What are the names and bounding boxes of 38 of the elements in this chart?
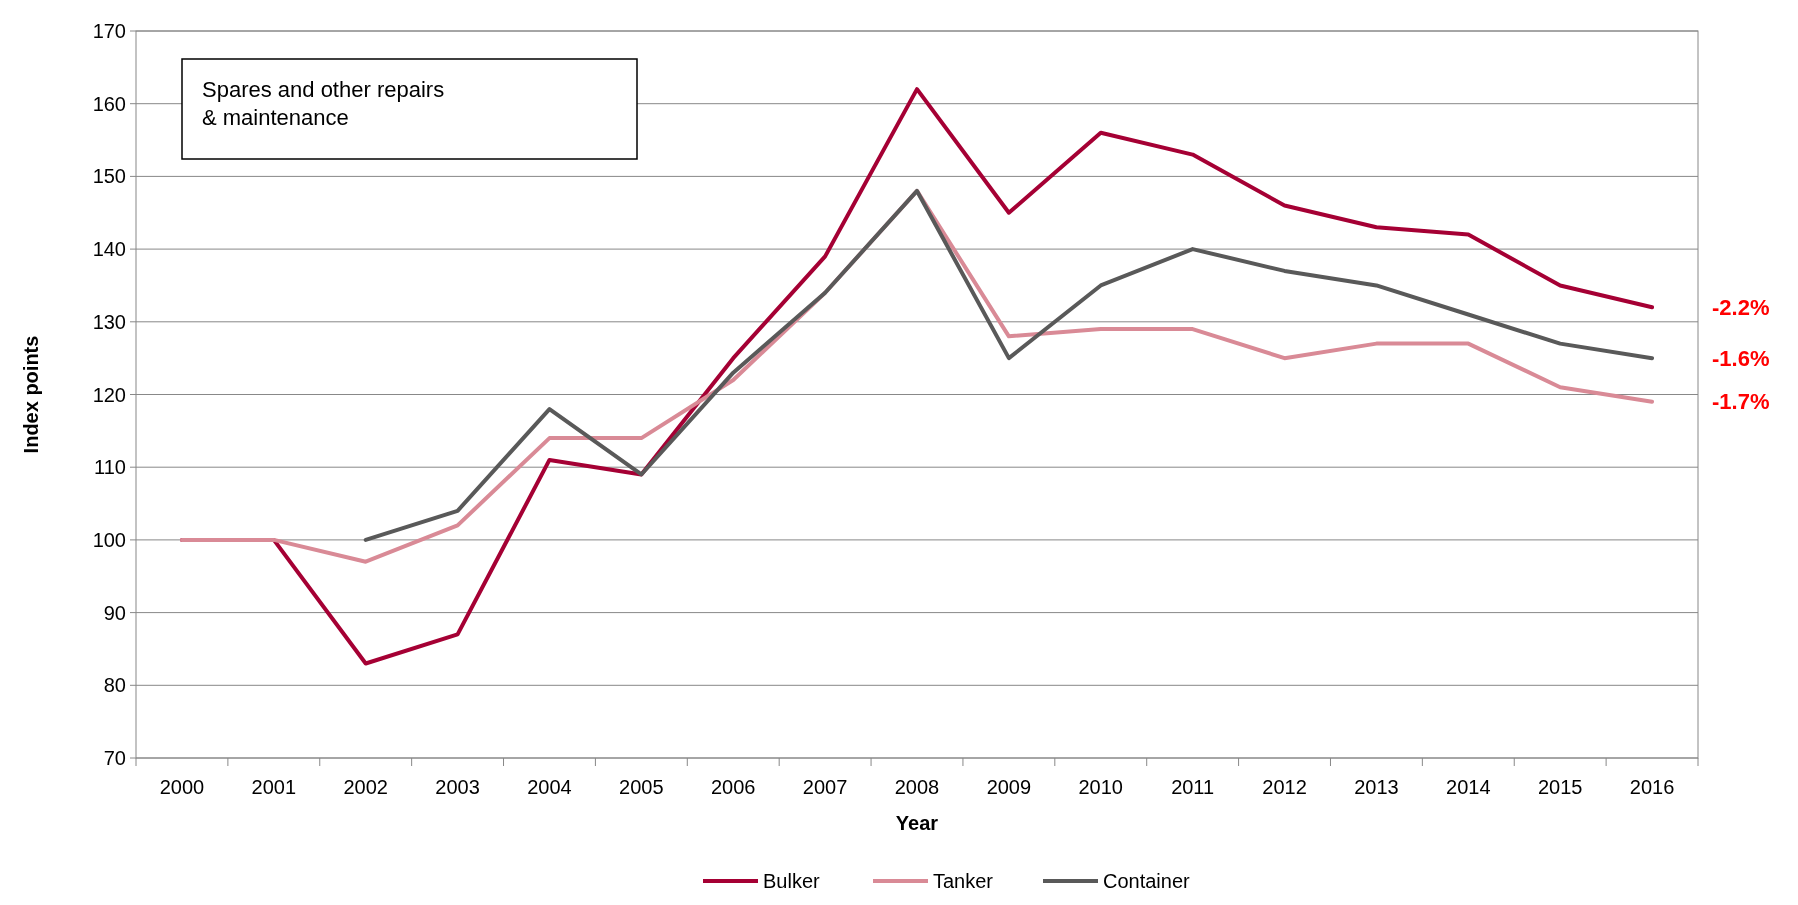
y-tick-label: 80: [103, 674, 126, 697]
legend-label: Tanker: [933, 870, 994, 892]
x-tick-label: 2006: [710, 776, 756, 798]
x-tick-label: 2013: [1354, 776, 1399, 798]
legend-label: Bulker: [763, 870, 821, 892]
x-tick-label: 2005: [619, 776, 664, 798]
x-tick-label: 2000: [159, 776, 205, 798]
y-tick-label: 110: [94, 456, 126, 479]
x-tick-label: 2007: [802, 776, 848, 798]
title-box: Spares and other repairs & maintenance: [181, 58, 638, 160]
y-tick-label: 90: [103, 601, 126, 624]
x-tick-label: 2012: [1262, 776, 1307, 798]
x-tick-label: 2001: [251, 776, 297, 798]
x-tick-label: 2016: [1629, 776, 1675, 798]
annotation: -2.2%: [1712, 294, 1770, 320]
x-tick-label: 2009: [986, 776, 1032, 798]
annotation: -1.6%: [1712, 345, 1770, 371]
y-tick-label: 140: [92, 238, 126, 261]
annotation: -1.7%: [1712, 389, 1770, 415]
x-tick-label: 2014: [1446, 776, 1491, 798]
y-tick-label: 70: [103, 747, 126, 769]
x-tick-label: 2015: [1537, 776, 1583, 798]
y-tick-label: 100: [92, 528, 126, 551]
y-tick-label: 160: [92, 92, 126, 115]
legend-label: Container: [1103, 870, 1191, 892]
y-tick-label: 170: [92, 20, 126, 42]
x-tick-label: 2008: [894, 776, 940, 798]
line-series: [363, 188, 1655, 542]
x-tick-label: 2010: [1078, 776, 1124, 798]
y-tick-label: 120: [92, 383, 126, 406]
x-tick-label: 2002: [343, 776, 388, 798]
y-tick-label: 130: [92, 310, 126, 333]
x-axis-title: Year: [895, 812, 939, 834]
y-axis-title: Index points: [20, 335, 42, 454]
y-tick-label: 150: [92, 165, 126, 188]
x-tick-label: 2004: [527, 776, 572, 798]
x-tick-label: 2003: [435, 776, 480, 798]
x-tick-label: 2011: [1171, 776, 1215, 798]
